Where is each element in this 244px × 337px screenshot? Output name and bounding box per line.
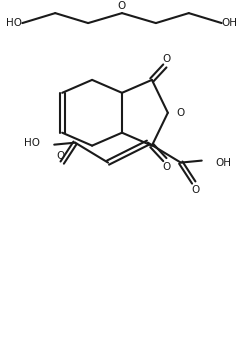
Text: O: O <box>163 161 171 172</box>
Text: O: O <box>177 108 185 118</box>
Text: HO: HO <box>24 138 40 148</box>
Text: O: O <box>163 54 171 64</box>
Text: OH: OH <box>216 158 232 167</box>
Text: HO: HO <box>6 18 22 28</box>
Text: OH: OH <box>222 18 238 28</box>
Text: O: O <box>192 184 200 194</box>
Text: O: O <box>118 1 126 11</box>
Text: O: O <box>56 151 64 161</box>
